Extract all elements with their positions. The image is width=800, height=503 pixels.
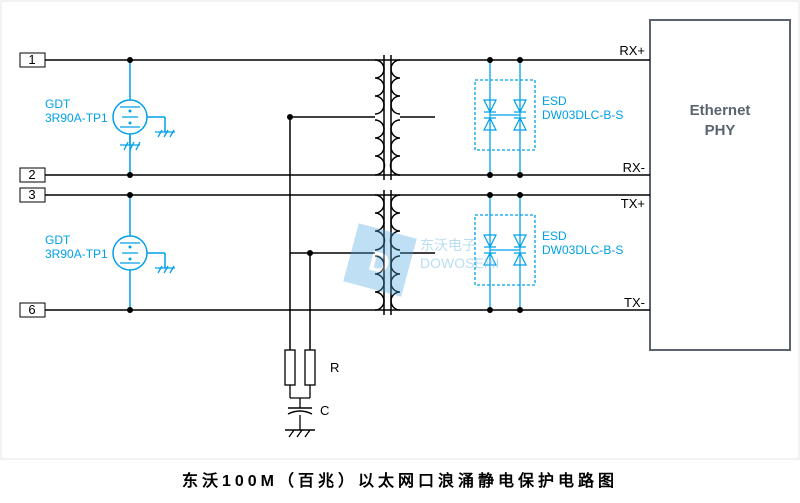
node xyxy=(127,192,133,198)
pin-1-label: 1 xyxy=(28,52,35,67)
watermark-en: DOWOSEMI xyxy=(420,255,499,271)
esd2-label2: DW03DLC-B-S xyxy=(542,243,623,257)
c-label: C xyxy=(320,403,329,418)
esd1-label1: ESD xyxy=(542,94,567,108)
node xyxy=(487,57,493,63)
r-label: R xyxy=(330,360,339,375)
circuit-diagram: Ethernet PHY 1 2 3 6 RX+ RX- TX+ TX- xyxy=(0,0,800,460)
pin-3-label: 3 xyxy=(28,187,35,202)
r-c-network: R C xyxy=(285,350,339,437)
esd-1 xyxy=(475,60,535,175)
node xyxy=(127,307,133,313)
pin-3: 3 xyxy=(20,187,45,202)
node xyxy=(517,192,523,198)
pin-1: 1 xyxy=(20,52,45,67)
gdt-1 xyxy=(113,60,175,150)
pin-6-label: 6 xyxy=(28,302,35,317)
xfmr1-pri xyxy=(375,60,385,175)
rx-plus-label: RX+ xyxy=(619,43,645,58)
caption: 东沃100M（百兆）以太网口浪涌静电保护电路图 xyxy=(0,467,800,491)
tx-plus-label: TX+ xyxy=(621,196,645,211)
esd1-label2: DW03DLC-B-S xyxy=(542,108,623,122)
tx-minus-label: TX- xyxy=(624,295,645,310)
pin-6: 6 xyxy=(20,302,45,317)
esd-2 xyxy=(475,195,535,310)
phy-text2: PHY xyxy=(705,122,736,139)
node xyxy=(287,114,293,120)
phy-text1: Ethernet xyxy=(690,102,751,119)
esd2-label1: ESD xyxy=(542,229,567,243)
gdt2-label2: 3R90A-TP1 xyxy=(45,247,108,261)
node xyxy=(517,57,523,63)
node xyxy=(517,307,523,313)
watermark: D xyxy=(343,223,416,296)
gdt-2 xyxy=(113,195,175,310)
watermark-cn: 东沃电子 xyxy=(420,237,476,253)
phy-box xyxy=(650,20,790,350)
frame xyxy=(1,1,799,459)
node xyxy=(127,172,133,178)
gdt2-label1: GDT xyxy=(45,233,71,247)
gdt1-label1: GDT xyxy=(45,97,71,111)
xfmr1-sec xyxy=(391,60,401,175)
node xyxy=(487,307,493,313)
rx-minus-label: RX- xyxy=(623,160,645,175)
node xyxy=(487,172,493,178)
pin-2: 2 xyxy=(20,167,45,182)
pin-2-label: 2 xyxy=(28,167,35,182)
node xyxy=(487,192,493,198)
gdt1-label2: 3R90A-TP1 xyxy=(45,111,108,125)
node xyxy=(517,172,523,178)
node xyxy=(307,250,313,256)
node xyxy=(127,57,133,63)
